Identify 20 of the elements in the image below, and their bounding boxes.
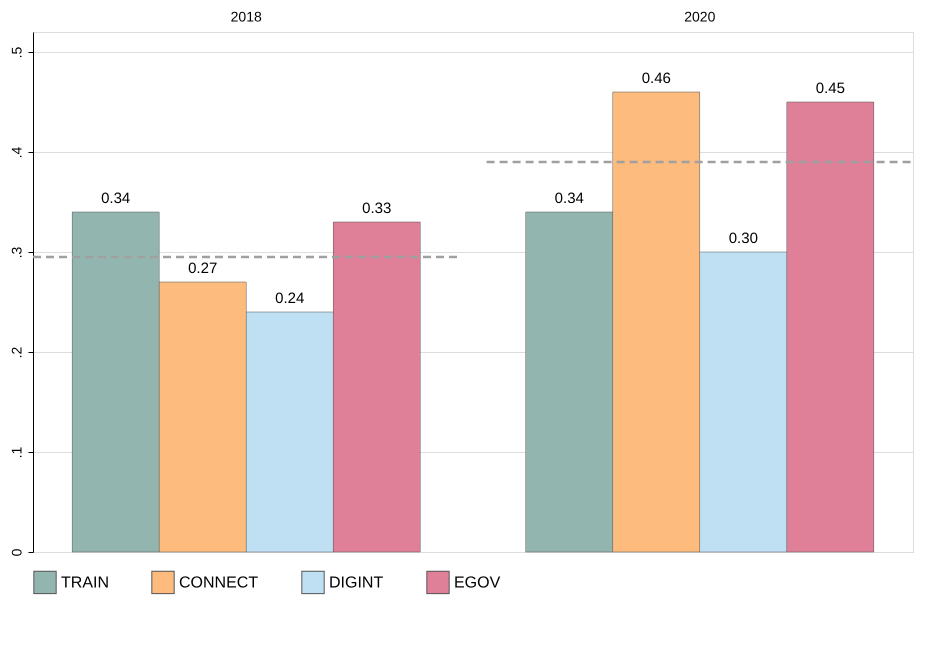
legend-label: EGOV	[454, 574, 501, 592]
legend-label: DIGINT	[329, 574, 384, 592]
data-label: 0.27	[188, 260, 218, 277]
data-label: 0.30	[728, 230, 758, 247]
x-tick-label: 2020	[684, 8, 716, 24]
legend-label: TRAIN	[61, 574, 109, 592]
data-label: 0.45	[816, 80, 845, 97]
y-tick-label: .3	[8, 246, 24, 258]
legend-label: CONNECT	[179, 574, 258, 592]
data-label: 0.24	[275, 290, 304, 307]
data-label: 0.34	[554, 190, 584, 207]
y-tick-label: .4	[8, 146, 24, 158]
data-label: 0.33	[362, 200, 392, 217]
data-label: 0.34	[101, 190, 130, 207]
y-tick-label: .2	[8, 346, 24, 358]
y-tick-label: .1	[8, 446, 24, 458]
x-tick-label: 2018	[230, 8, 262, 24]
data-label: 0.46	[642, 70, 671, 87]
y-tick-label: 0	[8, 548, 24, 556]
y-tick-label: .5	[8, 46, 24, 58]
